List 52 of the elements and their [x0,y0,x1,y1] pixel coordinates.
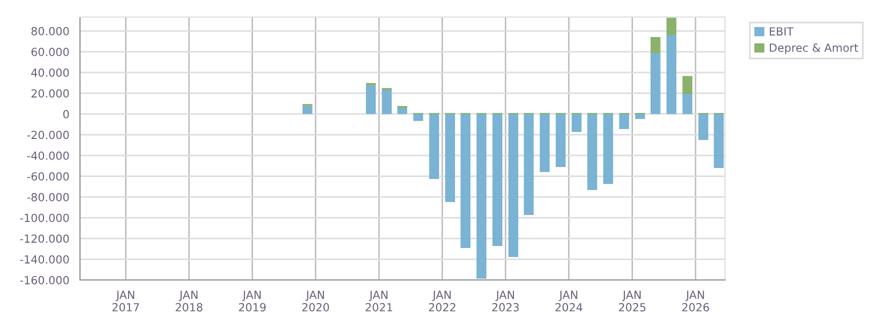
bar [413,114,424,121]
y-tick-label: 20.000 [32,89,69,98]
bar [302,106,312,114]
bar [635,114,646,119]
bar [508,114,518,257]
legend-label: Deprec & Amort [770,44,858,54]
y-tick-label: 80.000 [31,26,69,36]
bar [382,90,392,114]
x-tick-label: JAN 2021 [366,290,392,312]
bar [714,114,724,168]
bar [524,114,534,215]
bar [650,37,660,53]
x-tick-label: JAN 2024 [555,290,582,312]
x-tick-label: JAN 2018 [176,290,202,312]
y-tick-label: -20.000 [27,130,69,140]
legend-label: EBIT [770,27,794,36]
bar [492,114,502,246]
bar [682,76,692,94]
bar [619,114,630,130]
bar [650,53,660,114]
bar [366,85,376,114]
x-tick-label: JAN 2022 [428,290,456,312]
x-tick-label: JAN 2025 [618,290,646,312]
bar [445,114,456,202]
bar [587,114,598,190]
y-tick-label: 0 [63,110,69,118]
x-tick-label: JAN 2026 [682,290,709,312]
bar [666,35,676,114]
x-tick-label: JAN 2019 [238,290,266,312]
bar [666,18,676,36]
bar [572,114,582,132]
bar [682,94,692,114]
bar [556,114,566,168]
y-tick-label: -140.000 [20,255,69,264]
y-tick-label: 60.000 [31,48,69,56]
y-tick-label: -100.000 [20,214,69,222]
y-tick-label: -160.000 [20,276,69,284]
bar [603,114,614,184]
y-tick-label: -80.000 [27,192,69,202]
bar [540,114,550,172]
y-tick-label: -40.000 [27,151,69,160]
bar [397,108,408,114]
bar [429,114,440,180]
y-tick-label: -120.000 [20,234,69,243]
x-tick-label: JAN 2017 [112,290,139,312]
x-tick-label: JAN 2020 [302,290,329,312]
bar [460,114,470,248]
y-tick-label: 40.000 [31,68,69,77]
y-tick-label: -60.000 [27,172,69,181]
x-tick-label: JAN 2023 [492,290,519,312]
bar [698,114,708,140]
bar [476,114,486,279]
